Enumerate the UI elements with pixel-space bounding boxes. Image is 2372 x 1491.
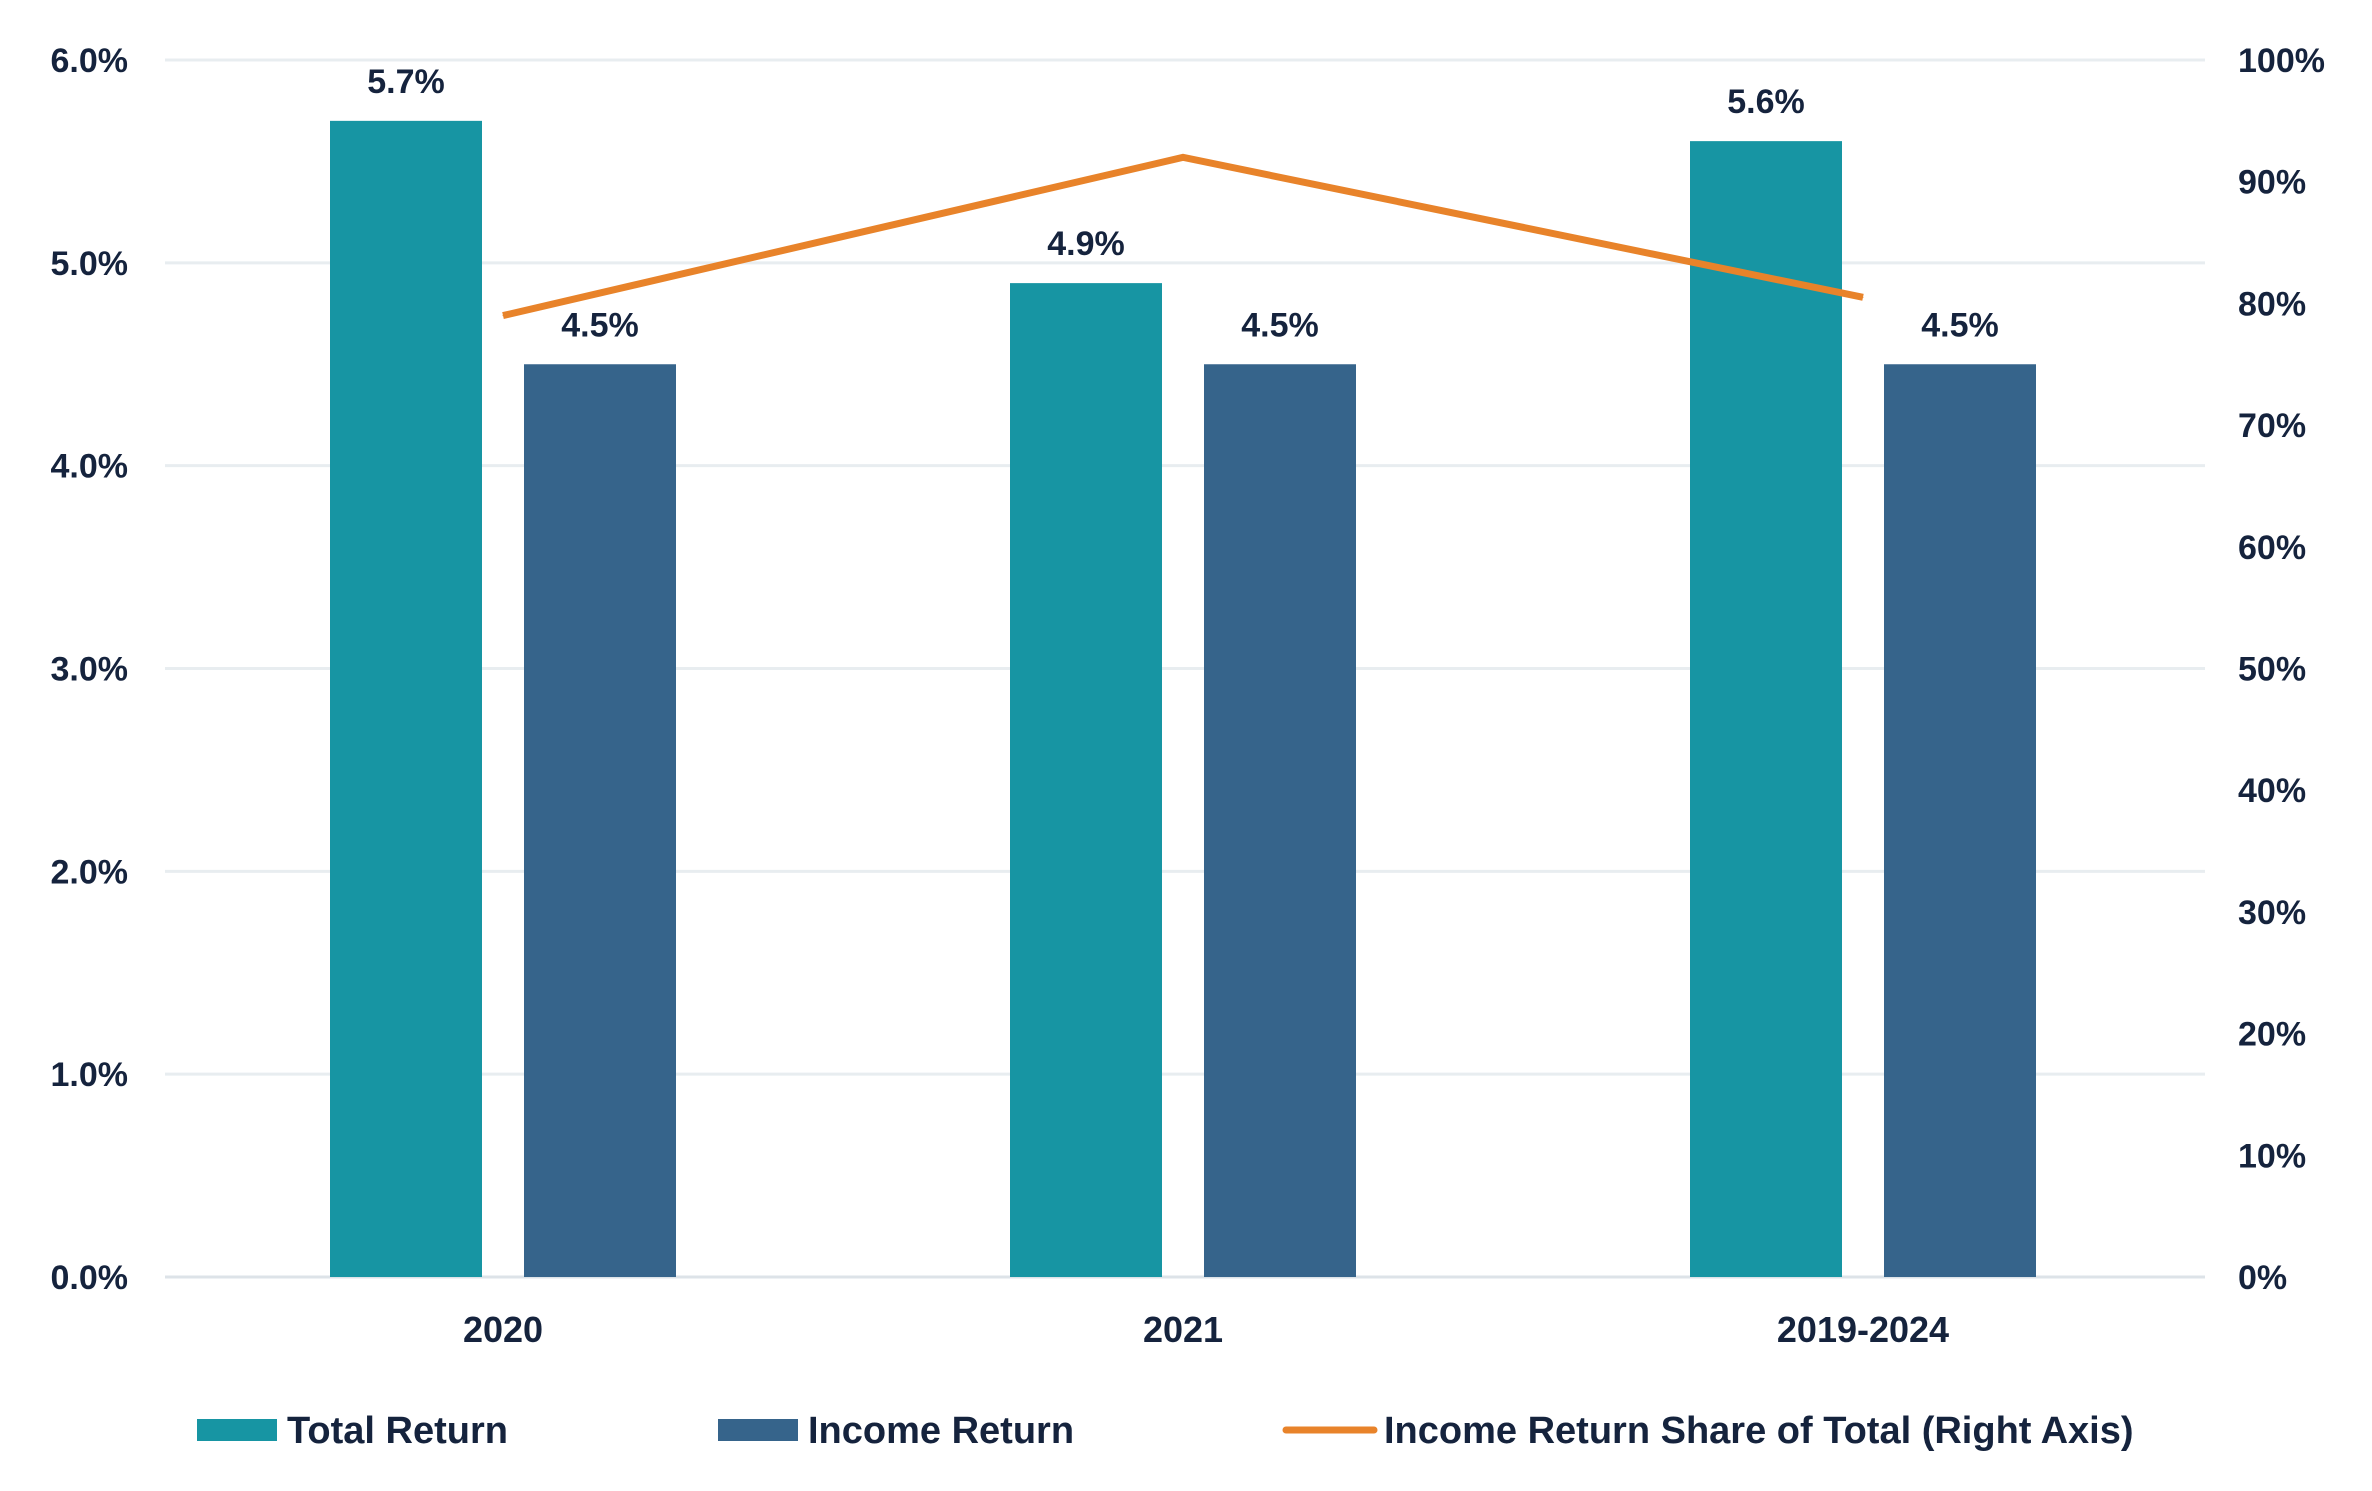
right-tick-label: 40% [2238,772,2306,810]
right-tick-label: 0% [2238,1259,2287,1297]
category-label: 2019-2024 [1777,1309,1949,1350]
right-tick-label: 60% [2238,529,2306,567]
bars [330,120,2036,1278]
legend-label: Total Return [287,1410,508,1452]
right-tick-label: 20% [2238,1016,2306,1054]
total-return-bar [330,120,482,1278]
total-return-bar [1010,283,1162,1277]
left-axis-ticks: 0.0% 1.0% 2.0% 3.0% 4.0% 5.0% 6.0% [51,42,129,1297]
share-line-path [502,153,1864,319]
category-label: 2020 [463,1309,543,1350]
legend-swatch [718,1419,798,1441]
share-line-point [502,315,504,317]
left-tick-label: 5.0% [51,245,129,283]
income-return-bar [1204,364,1356,1277]
total-return-data-label: 5.7% [367,63,445,101]
gridlines [165,58,2205,1279]
income-return-data-label: 4.5% [1921,306,1999,344]
share-line [502,153,1864,319]
data-labels: 5.7% 4.9% 5.6% 4.5% 4.5% 4.5% [367,63,1999,344]
right-axis-ticks: 0% 10% 20% 30% 40% 50% 60% 70% 80% 90% 100% [2238,42,2325,1297]
right-tick-label: 80% [2238,285,2306,323]
legend-label: Income Return Share of Total (Right Axis… [1384,1410,2134,1452]
total-return-bar [1690,141,1842,1278]
right-tick-label: 90% [2238,164,2306,202]
legend: Total Return Income Return Income Return S… [197,1410,2134,1452]
income-return-data-label: 4.5% [561,306,639,344]
category-label: 2021 [1143,1309,1223,1350]
income-return-bar [524,364,676,1277]
legend-item-income-return: Income Return [718,1410,1074,1452]
right-tick-label: 10% [2238,1137,2306,1175]
left-tick-label: 1.0% [51,1056,129,1094]
income-return-data-label: 4.5% [1241,306,1319,344]
left-tick-label: 6.0% [51,42,129,80]
left-tick-label: 3.0% [51,651,129,689]
legend-label: Income Return [808,1410,1074,1452]
legend-swatch [197,1419,277,1441]
right-tick-label: 100% [2238,42,2325,80]
share-line-point [1862,296,1864,298]
left-tick-label: 0.0% [51,1259,129,1297]
total-return-data-label: 5.6% [1727,83,1805,121]
right-tick-label: 70% [2238,407,2306,445]
left-tick-label: 2.0% [51,853,129,891]
income-return-bar [1884,364,2036,1277]
share-line-point [1182,156,1184,158]
total-return-data-label: 4.9% [1047,225,1125,263]
right-tick-label: 30% [2238,894,2306,932]
legend-item-income-return-share-of-total-right-axis-: Income Return Share of Total (Right Axis… [1282,1410,2134,1452]
right-tick-label: 50% [2238,651,2306,689]
category-labels: 2020 2021 2019-2024 [463,1309,1949,1350]
legend-item-total-return: Total Return [197,1410,508,1452]
left-tick-label: 4.0% [51,448,129,486]
